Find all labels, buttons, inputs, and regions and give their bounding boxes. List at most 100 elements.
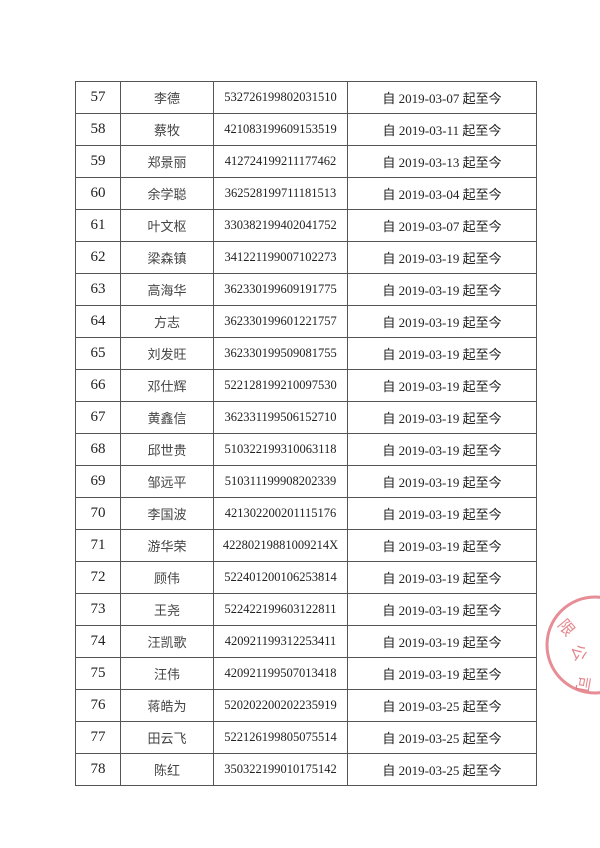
person-name: 邱世贵: [120, 433, 214, 466]
id-number: 350322199010175142: [213, 753, 348, 786]
row-number: 77: [75, 721, 121, 754]
person-name: 蒋皓为: [120, 689, 214, 722]
table-row: 72 顾伟 522401200106253814 自 2019-03-19 起至今: [75, 561, 537, 594]
table-row: 61 叶文枢 330382199402041752 自 2019-03-07 起至今: [75, 209, 537, 242]
id-number: 330382199402041752: [213, 209, 348, 242]
id-number: 412724199211177462: [213, 145, 348, 178]
id-number: 362330199601221757: [213, 305, 348, 338]
employment-period: 自 2019-03-19 起至今: [347, 337, 537, 370]
person-name: 田云飞: [120, 721, 214, 754]
person-name: 刘发旺: [120, 337, 214, 370]
table-row: 59 郑景丽 412724199211177462 自 2019-03-13 起至今: [75, 145, 537, 178]
employment-period: 自 2019-03-19 起至今: [347, 529, 537, 562]
employment-period: 自 2019-03-07 起至今: [347, 81, 537, 114]
id-number: 510311199908202339: [213, 465, 348, 498]
id-number: 42280219881009214X: [213, 529, 348, 562]
row-number: 68: [75, 433, 121, 466]
person-name: 余学聪: [120, 177, 214, 210]
table-row: 68 邱世贵 510322199310063118 自 2019-03-19 起至今: [75, 433, 537, 466]
row-number: 61: [75, 209, 121, 242]
table-row: 74 汪凯歌 420921199312253411 自 2019-03-19 起至今: [75, 625, 537, 658]
row-number: 65: [75, 337, 121, 370]
person-name: 游华荣: [120, 529, 214, 562]
employment-period: 自 2019-03-19 起至今: [347, 593, 537, 626]
person-name: 汪凯歌: [120, 625, 214, 658]
employment-period: 自 2019-03-04 起至今: [347, 177, 537, 210]
row-number: 66: [75, 369, 121, 402]
row-number: 69: [75, 465, 121, 498]
person-name: 邹远平: [120, 465, 214, 498]
row-number: 78: [75, 753, 121, 786]
id-number: 420921199507013418: [213, 657, 348, 690]
person-name: 郑景丽: [120, 145, 214, 178]
employment-period: 自 2019-03-13 起至今: [347, 145, 537, 178]
table-row: 65 刘发旺 362330199509081755 自 2019-03-19 起至今: [75, 337, 537, 370]
row-number: 62: [75, 241, 121, 274]
id-number: 362528199711181513: [213, 177, 348, 210]
employment-period: 自 2019-03-19 起至今: [347, 657, 537, 690]
svg-text:司: 司: [572, 674, 592, 693]
person-name: 梁森镇: [120, 241, 214, 274]
table-row: 70 李国波 421302200201115176 自 2019-03-19 起至今: [75, 497, 537, 530]
id-number: 522422199603122811: [213, 593, 348, 626]
table-row: 75 汪伟 420921199507013418 自 2019-03-19 起至今: [75, 657, 537, 690]
employment-period: 自 2019-03-19 起至今: [347, 273, 537, 306]
person-name: 陈红: [120, 753, 214, 786]
row-number: 70: [75, 497, 121, 530]
id-number: 520202200202235919: [213, 689, 348, 722]
row-number: 60: [75, 177, 121, 210]
id-number: 421302200201115176: [213, 497, 348, 530]
row-number: 72: [75, 561, 121, 594]
table-row: 78 陈红 350322199010175142 自 2019-03-25 起至今: [75, 753, 537, 786]
table-row: 62 梁森镇 341221199007102273 自 2019-03-19 起至今: [75, 241, 537, 274]
person-name: 方志: [120, 305, 214, 338]
svg-text:限: 限: [554, 616, 578, 640]
id-number: 522401200106253814: [213, 561, 348, 594]
employment-period: 自 2019-03-19 起至今: [347, 401, 537, 434]
row-number: 75: [75, 657, 121, 690]
row-number: 73: [75, 593, 121, 626]
employment-period: 自 2019-03-07 起至今: [347, 209, 537, 242]
company-seal: 限 公 司: [535, 585, 600, 710]
person-name: 汪伟: [120, 657, 214, 690]
id-number: 420921199312253411: [213, 625, 348, 658]
id-number: 532726199802031510: [213, 81, 348, 114]
person-name: 黄鑫信: [120, 401, 214, 434]
row-number: 74: [75, 625, 121, 658]
table-row: 63 高海华 362330199609191775 自 2019-03-19 起至今: [75, 273, 537, 306]
row-number: 67: [75, 401, 121, 434]
employee-table: 57 李德 532726199802031510 自 2019-03-07 起至今 58…: [75, 81, 537, 786]
table-row: 77 田云飞 522126199805075514 自 2019-03-25 起至今: [75, 721, 537, 754]
employment-period: 自 2019-03-19 起至今: [347, 465, 537, 498]
person-name: 蔡牧: [120, 113, 214, 146]
person-name: 李德: [120, 81, 214, 114]
employment-period: 自 2019-03-25 起至今: [347, 689, 537, 722]
row-number: 58: [75, 113, 121, 146]
employment-period: 自 2019-03-19 起至今: [347, 561, 537, 594]
employment-period: 自 2019-03-19 起至今: [347, 369, 537, 402]
id-number: 341221199007102273: [213, 241, 348, 274]
row-number: 71: [75, 529, 121, 562]
row-number: 76: [75, 689, 121, 722]
employment-period: 自 2019-03-25 起至今: [347, 721, 537, 754]
id-number: 522128199210097530: [213, 369, 348, 402]
employment-period: 自 2019-03-25 起至今: [347, 753, 537, 786]
person-name: 高海华: [120, 273, 214, 306]
employment-period: 自 2019-03-19 起至今: [347, 497, 537, 530]
id-number: 510322199310063118: [213, 433, 348, 466]
id-number: 362330199609191775: [213, 273, 348, 306]
table-row: 64 方志 362330199601221757 自 2019-03-19 起至今: [75, 305, 537, 338]
row-number: 64: [75, 305, 121, 338]
table-row: 58 蔡牧 421083199609153519 自 2019-03-11 起至今: [75, 113, 537, 146]
table-row: 57 李德 532726199802031510 自 2019-03-07 起至今: [75, 81, 537, 114]
person-name: 邓仕辉: [120, 369, 214, 402]
person-name: 顾伟: [120, 561, 214, 594]
table-row: 76 蒋皓为 520202200202235919 自 2019-03-25 起至今: [75, 689, 537, 722]
employment-period: 自 2019-03-11 起至今: [347, 113, 537, 146]
row-number: 57: [75, 81, 121, 114]
id-number: 362331199506152710: [213, 401, 348, 434]
table-row: 67 黄鑫信 362331199506152710 自 2019-03-19 起至今: [75, 401, 537, 434]
id-number: 522126199805075514: [213, 721, 348, 754]
employment-period: 自 2019-03-19 起至今: [347, 625, 537, 658]
id-number: 362330199509081755: [213, 337, 348, 370]
